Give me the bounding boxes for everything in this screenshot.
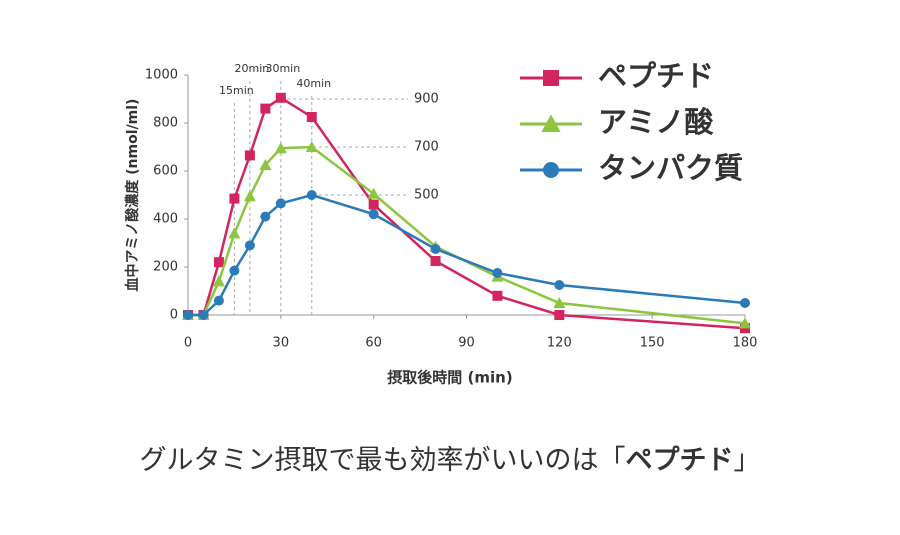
caption-emphasis: ペプチド [625,445,734,476]
legend-label: アミノ酸 [598,105,714,139]
legend-marker [541,114,561,132]
data-point [213,257,224,268]
data-point [212,275,225,287]
caption-text: グルタミン摂取で最も効率がいいのは「 [139,445,626,476]
level-label: 700 [414,140,439,155]
data-point [228,227,241,239]
data-point [275,92,286,103]
data-point [244,240,255,251]
data-point [554,280,565,290]
time-label: 15min [219,84,254,97]
data-point [430,256,441,266]
legend-label: タンパク質 [598,151,743,185]
time-label: 20min [235,62,270,75]
data-point [213,295,224,306]
data-point [554,310,565,320]
data-point [492,290,503,301]
data-point [275,198,286,209]
data-point [260,211,271,222]
data-point [305,141,318,152]
legend-label: ペプチド [598,59,714,93]
y-tick-label: 200 [153,260,178,275]
data-point [244,150,255,161]
data-point [229,265,240,276]
data-point [306,112,317,122]
data-point [367,187,380,199]
chart: 血中アミノ酸濃度 (nmol/ml) 摂取後時間 (min) 0 200 400 60… [124,59,758,387]
data-point [430,244,441,254]
data-point [260,103,271,114]
data-point [492,268,503,278]
level-label: 500 [414,188,439,203]
data-point [368,199,379,210]
x-tick-label: 0 [184,336,192,351]
y-axis-title: 血中アミノ酸濃度 (nmol/ml) [124,99,141,292]
y-tick-label: 800 [153,116,178,131]
x-tick-label: 60 [365,336,382,351]
x-tick-label: 90 [458,336,475,351]
data-point [739,317,751,329]
level-label: 900 [414,92,439,107]
data-point [229,193,240,204]
y-tick-label: 400 [153,212,178,227]
data-point [259,159,272,170]
data-point [553,297,566,308]
x-tick-label: 120 [547,336,572,351]
x-tick-label: 30 [273,336,290,351]
x-axis-title: 摂取後時間 (min) [387,369,512,387]
series-line [188,193,746,317]
x-tick-label: 180 [733,336,758,351]
time-label: 40min [296,77,331,90]
caption-text: 」 [733,445,761,476]
y-tick-label: 0 [170,308,178,323]
data-point [274,142,287,154]
data-point [368,209,379,220]
y-tick-label: 1000 [145,68,178,83]
data-point [243,190,256,202]
legend-marker [543,70,559,86]
y-tick-label: 600 [153,164,178,179]
data-point [183,310,193,320]
caption: グルタミン摂取で最も効率がいいのは「ペプチド」 [0,438,900,477]
data-point [306,190,317,200]
x-tick-label: 150 [640,336,665,351]
time-label: 30min [265,62,300,75]
legend-marker [543,162,559,178]
data-point [198,310,209,320]
data-point [740,298,750,308]
